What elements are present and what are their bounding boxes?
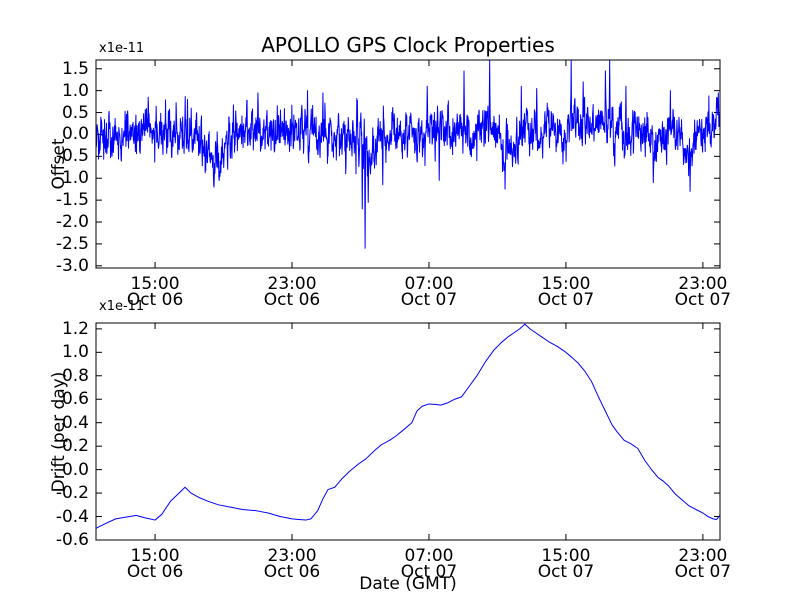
y-tick-label: -1.0	[55, 168, 89, 189]
axes-frame	[95, 322, 721, 541]
x-tick-label: 07:00 Oct 07	[400, 546, 458, 582]
y-tick-label: 0.0	[61, 124, 89, 145]
x-tick-label: 15:00 Oct 07	[537, 546, 595, 582]
y-tick-label: 1.2	[61, 318, 89, 339]
axes-frame	[95, 59, 721, 269]
y-tick-label: 0.6	[61, 389, 89, 410]
y-tick-label: -1.5	[55, 190, 89, 211]
y-tick-label: 0.2	[61, 436, 89, 457]
drift-series-line	[96, 323, 720, 529]
y-tick-label: -0.6	[55, 530, 89, 550]
y-tick-label: -0.5	[55, 146, 89, 167]
y-tick-label: 1.5	[61, 58, 89, 79]
y-tick-label: 0.4	[61, 412, 89, 433]
top-offset-exponent-label: x1e-11	[99, 41, 145, 56]
x-tick-label: 23:00 Oct 07	[674, 546, 732, 582]
offset-series-line	[96, 60, 720, 249]
x-tick-label: 23:00 Oct 07	[674, 274, 732, 310]
chart-title: APOLLO GPS Clock Properties	[261, 33, 555, 57]
y-tick-label: 0.0	[61, 459, 89, 480]
y-tick-label: 0.8	[61, 365, 89, 386]
x-tick-label: 15:00 Oct 06	[126, 274, 184, 310]
bottom-offset-exponent-label: x1e-11	[99, 299, 145, 314]
x-axis-label: Date (GMT)	[359, 574, 457, 594]
y-tick-label: 1.0	[61, 342, 89, 363]
x-tick-label: 15:00 Oct 06	[126, 546, 184, 582]
y-tick-label: -2.0	[55, 212, 89, 233]
x-tick-label: 07:00 Oct 07	[400, 274, 458, 310]
x-tick-label: 15:00 Oct 07	[537, 274, 595, 310]
y-tick-label: -3.0	[55, 255, 89, 276]
y-tick-label: -0.2	[55, 483, 89, 504]
y-tick-label: 1.0	[61, 80, 89, 101]
x-tick-label: 23:00 Oct 06	[263, 546, 321, 582]
x-tick-label: 23:00 Oct 06	[263, 274, 321, 310]
y-tick-label: -2.5	[55, 233, 89, 254]
y-tick-label: 0.5	[61, 102, 89, 123]
y-tick-label: -0.4	[55, 506, 89, 527]
